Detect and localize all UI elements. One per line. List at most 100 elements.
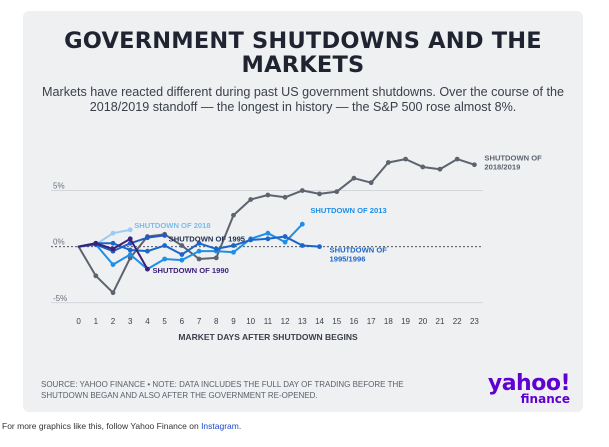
yahoo-finance-logo[interactable]: yahoo! finance <box>484 371 571 406</box>
logo-subtext: finance <box>520 392 570 406</box>
series-label-line: 1995/1996 <box>330 255 366 264</box>
data-point-shutdown-of-1995-1996 <box>196 240 202 246</box>
data-point-shutdown-of-2018-2019 <box>110 290 116 296</box>
series-label-shutdown-of-1995: SHUTDOWN OF 1995 <box>169 234 246 243</box>
data-point-shutdown-of-1995-1996 <box>179 252 185 257</box>
series-label-shutdown-of-1990: SHUTDOWN OF 1990 <box>152 266 228 275</box>
logo-wordmark: yahoo! <box>487 371 571 396</box>
x-tick-label: 4 <box>145 317 150 326</box>
series-line-shutdown-of-2013 <box>77 223 304 271</box>
series-layer <box>77 156 477 296</box>
data-point-shutdown-of-1995-1996 <box>317 244 322 250</box>
subtitle-line-2: 2018/2019 standoff — the longest in hist… <box>89 100 517 114</box>
x-tick-label: 16 <box>349 317 358 326</box>
data-point-shutdown-of-2018-2019 <box>213 255 219 261</box>
data-point-shutdown-of-2018-2019 <box>403 156 408 162</box>
x-tick-label: 7 <box>197 317 202 326</box>
data-point-shutdown-of-2018-2019 <box>231 212 236 218</box>
footer-period: . <box>238 421 242 431</box>
data-point-shutdown-of-1990 <box>145 266 150 272</box>
data-point-shutdown-of-1990 <box>127 236 133 242</box>
data-point-shutdown-of-2018-2019 <box>368 180 374 186</box>
x-tick-label: 11 <box>264 317 273 326</box>
data-point-shutdown-of-2018-2019 <box>93 273 99 279</box>
data-point-shutdown-of-1995-1996 <box>282 234 288 239</box>
data-point-shutdown-of-1995-1996 <box>299 243 305 248</box>
x-tick-label: 5 <box>162 317 167 326</box>
x-tick-label: 20 <box>418 317 427 326</box>
data-point-shutdown-of-2018-2019 <box>420 164 426 170</box>
data-point-shutdown-of-2018-2019 <box>265 192 271 198</box>
data-point-shutdown-of-2013 <box>299 221 305 227</box>
data-point-shutdown-of-2013 <box>162 256 168 262</box>
data-point-shutdown-of-2018-2019 <box>437 166 443 172</box>
x-tick-label: 9 <box>231 317 236 326</box>
data-point-shutdown-of-1995-1996 <box>231 243 236 248</box>
y-tick-label: -5% <box>53 294 67 303</box>
title-line-2: MARKETS <box>241 52 365 78</box>
x-axis-label: MARKET DAYS AFTER SHUTDOWN BEGINS <box>178 332 358 342</box>
series-label-shutdown-of-1995-1996: SHUTDOWN OF 1995/1996 <box>330 246 388 264</box>
instagram-link[interactable]: Instagram <box>201 421 239 431</box>
x-tick-label: 14 <box>315 317 324 326</box>
data-point-shutdown-of-2018-2019 <box>351 175 357 181</box>
x-tick-label: 19 <box>401 317 410 326</box>
x-tick-label: 2 <box>111 317 116 326</box>
series-label-line: SHUTDOWN OF <box>330 246 388 255</box>
data-point-shutdown-of-2018-2019 <box>248 197 254 202</box>
data-point-shutdown-of-2013 <box>231 249 236 255</box>
data-point-shutdown-of-1995-1996 <box>162 243 168 248</box>
footer-note: For more graphics like this, follow Yaho… <box>2 421 241 431</box>
data-point-shutdown-of-2013 <box>110 262 116 268</box>
data-point-shutdown-of-1995-1996 <box>265 236 271 242</box>
x-tick-label: 6 <box>180 317 185 326</box>
chart-title: GOVERNMENT SHUTDOWNS AND THE MARKETS <box>23 29 583 77</box>
source-note: SOURCE: YAHOO FINANCE • NOTE: DATA INCLU… <box>41 380 404 400</box>
data-point-shutdown-of-2018-2019 <box>334 189 340 195</box>
subtitle-line-1: Markets have reacted different during pa… <box>42 85 564 99</box>
data-point-shutdown-of-2013 <box>127 252 133 257</box>
title-line-1: GOVERNMENT SHUTDOWNS AND THE <box>64 28 542 54</box>
data-point-shutdown-of-1990 <box>110 246 116 252</box>
data-point-shutdown-of-2018-2019 <box>317 191 322 197</box>
y-tick-label: 0% <box>53 238 65 247</box>
data-point-shutdown-of-2018-2019 <box>385 160 391 165</box>
data-point-shutdown-of-2018-2019 <box>299 188 305 193</box>
x-tick-label: 13 <box>298 317 307 326</box>
x-tick-label: 17 <box>367 317 376 326</box>
data-point-shutdown-of-1995-1996 <box>110 240 116 246</box>
data-point-shutdown-of-1995-1996 <box>127 247 133 253</box>
x-tick-label: 18 <box>384 317 393 326</box>
data-point-shutdown-of-1995 <box>145 235 150 241</box>
series-label-line: SHUTDOWN OF 2013 <box>310 206 386 215</box>
series-label-shutdown-of-2013: SHUTDOWN OF 2013 <box>310 206 386 215</box>
data-point-shutdown-of-1995-1996 <box>213 246 219 252</box>
data-point-shutdown-of-2018-2019 <box>282 194 288 200</box>
x-tick-label: 10 <box>246 317 255 326</box>
x-tick-label: 12 <box>281 317 290 326</box>
series-label-line: SHUTDOWN OF 2018 <box>134 221 210 230</box>
data-point-shutdown-of-2018-2019 <box>196 256 202 262</box>
data-point-shutdown-of-1995-1996 <box>145 248 150 254</box>
data-point-shutdown-of-1995-1996 <box>248 237 254 243</box>
chart-subtitle: Markets have reacted different during pa… <box>41 85 565 115</box>
x-tick-label: 23 <box>470 317 479 326</box>
data-point-shutdown-of-2018 <box>127 227 133 233</box>
data-point-shutdown-of-2013 <box>265 230 271 236</box>
series-label-line: SHUTDOWN OF <box>484 154 542 163</box>
y-tick-label: 5% <box>53 182 65 191</box>
footer-text: For more graphics like this, follow Yaho… <box>2 421 202 431</box>
data-point-shutdown-of-2013 <box>282 239 288 245</box>
x-tick-label: 15 <box>332 317 341 326</box>
data-point-shutdown-of-2013 <box>179 257 185 263</box>
series-label-line: SHUTDOWN OF 1995 <box>169 234 246 243</box>
data-point-shutdown-of-2018-2019 <box>179 243 185 248</box>
series-line-shutdown-of-2018-2019 <box>77 158 476 294</box>
x-tick-label: 8 <box>214 317 219 326</box>
x-tick-label: 0 <box>76 317 81 326</box>
x-tick-label: 3 <box>128 317 133 326</box>
data-point-shutdown-of-2013 <box>196 248 202 254</box>
data-point-shutdown-of-1995 <box>162 233 168 238</box>
data-point-shutdown-of-1990 <box>93 240 99 246</box>
